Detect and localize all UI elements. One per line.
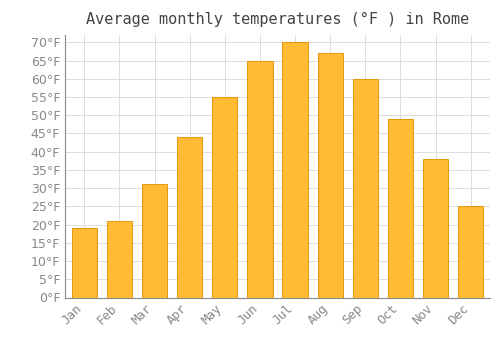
Bar — [352, 79, 378, 298]
Bar — [282, 42, 308, 298]
Title: Average monthly temperatures (°F ) in Rome: Average monthly temperatures (°F ) in Ro… — [86, 12, 469, 27]
Bar — [318, 53, 343, 298]
Bar — [212, 97, 238, 298]
Bar — [458, 206, 483, 298]
Bar — [423, 159, 448, 298]
Bar — [107, 221, 132, 298]
Bar — [72, 228, 97, 298]
Bar — [142, 184, 167, 298]
Bar — [177, 137, 203, 298]
Bar — [388, 119, 413, 298]
Bar — [248, 61, 272, 298]
